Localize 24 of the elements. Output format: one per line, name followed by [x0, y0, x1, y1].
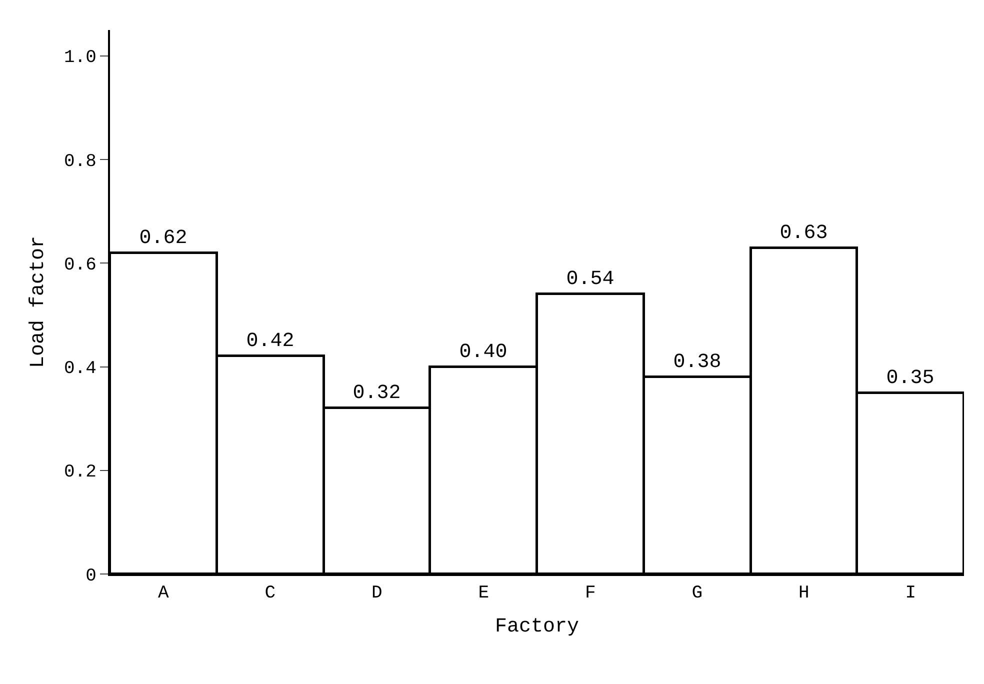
- x-tick-label: E: [478, 584, 490, 604]
- y-tick-label: 0: [86, 566, 96, 586]
- x-tick-label: G: [692, 584, 703, 604]
- x-tick-label: D: [371, 584, 382, 604]
- data-label: 0.32: [352, 382, 401, 405]
- y-tick-label: 0.2: [64, 462, 96, 483]
- y-tick-label: 0.8: [64, 152, 96, 172]
- y-tick-label: 0.4: [64, 359, 96, 380]
- data-label: 0.35: [886, 366, 934, 390]
- data-label: 0.40: [459, 340, 508, 364]
- data-label: 0.54: [566, 268, 614, 291]
- y-axis-title: Load factor: [26, 236, 50, 368]
- data-label: 0.42: [246, 330, 294, 353]
- data-label: 0.62: [139, 226, 188, 250]
- y-tick-label: 0.6: [64, 255, 96, 276]
- x-tick-label: F: [584, 584, 596, 604]
- x-tick-label: C: [264, 584, 276, 604]
- x-tick-label: H: [798, 584, 810, 604]
- data-label: 0.38: [673, 350, 722, 374]
- x-tick-label: A: [158, 584, 169, 604]
- x-axis-title: Factory: [494, 616, 580, 639]
- x-tick-label: I: [905, 584, 916, 604]
- data-label: 0.63: [780, 222, 828, 245]
- y-tick-label: 1.0: [64, 48, 96, 68]
